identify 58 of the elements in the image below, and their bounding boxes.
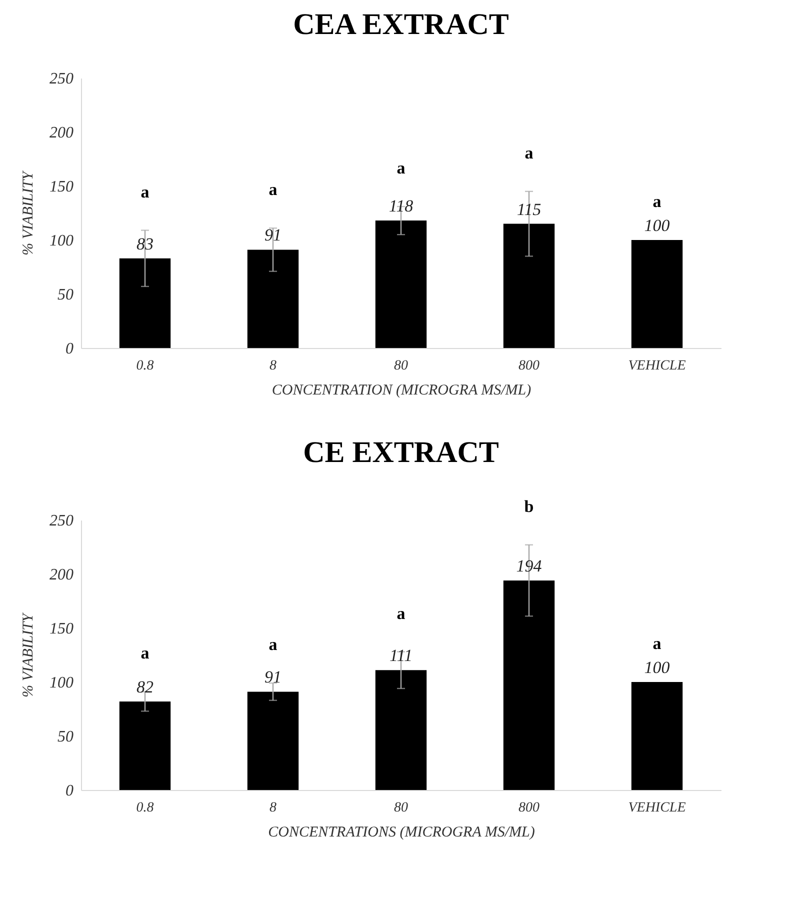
data-label: 91 [264, 668, 282, 687]
x-tick-label: 800 [518, 358, 540, 374]
y-axis-title: % VIABILITY [20, 612, 36, 698]
annotation: a [268, 180, 278, 200]
data-label: 82 [136, 677, 154, 696]
data-label: 115 [516, 200, 542, 219]
y-tick-label: 150 [50, 620, 74, 638]
y-tick-label: 100 [50, 232, 74, 250]
bar [119, 701, 171, 790]
data-label: 111 [390, 646, 412, 666]
bar [375, 220, 427, 348]
data-label: 118 [388, 196, 414, 216]
y-tick-label: 50 [58, 728, 74, 746]
x-tick-label: VEHICLE [628, 800, 686, 816]
x-tick-label: VEHICLE [628, 358, 686, 374]
y-axis-title: % VIABILITY [20, 170, 36, 256]
y-tick-label: 200 [50, 566, 74, 584]
annotation: a [140, 644, 150, 663]
x-tick-label: 800 [518, 800, 540, 816]
bar [119, 258, 171, 348]
y-tick-label: 250 [50, 70, 74, 88]
text: b [524, 496, 534, 516]
y-tick-label: 0 [66, 782, 74, 800]
y-tick-label: 50 [58, 286, 74, 304]
bar [247, 250, 299, 348]
x-tick-label: 80 [394, 800, 408, 816]
y-tick-label: 0 [66, 340, 74, 358]
bar [247, 692, 299, 790]
x-tick-label: 8 [270, 358, 276, 374]
bar [503, 580, 555, 790]
data-label: 100 [644, 658, 670, 677]
data-label: 83 [136, 234, 154, 254]
y-tick-label: 150 [50, 178, 74, 196]
x-tick-label: 0.8 [136, 800, 154, 816]
data-label: 100 [644, 216, 670, 235]
bar [375, 670, 427, 790]
data-label: 91 [264, 226, 282, 245]
y-tick-label: 250 [50, 512, 74, 530]
x-axis-title: CONCENTRATIONS (MICROGRA MS/ML) [268, 824, 535, 840]
x-tick-label: 8 [270, 800, 276, 816]
annotation: a [652, 192, 662, 211]
bar [503, 224, 555, 348]
annotation: a [268, 635, 278, 654]
x-tick-label: 0.8 [136, 358, 154, 374]
x-axis-title: CONCENTRATION (MICROGRA MS/ML) [272, 382, 532, 398]
annotation: a [652, 634, 662, 653]
chart-title: CE EXTRACT [303, 436, 499, 469]
annotation: a [396, 158, 406, 178]
y-tick-label: 100 [50, 674, 74, 692]
bar [631, 240, 683, 348]
annotation: a [140, 182, 150, 202]
data-label: 194 [516, 556, 542, 576]
x-tick-label: 80 [394, 358, 408, 374]
annotation: a [524, 143, 534, 162]
chart-title: CEA EXTRACT [293, 8, 509, 41]
annotation: a [396, 604, 406, 623]
bar [631, 682, 683, 790]
y-tick-label: 200 [50, 124, 74, 142]
